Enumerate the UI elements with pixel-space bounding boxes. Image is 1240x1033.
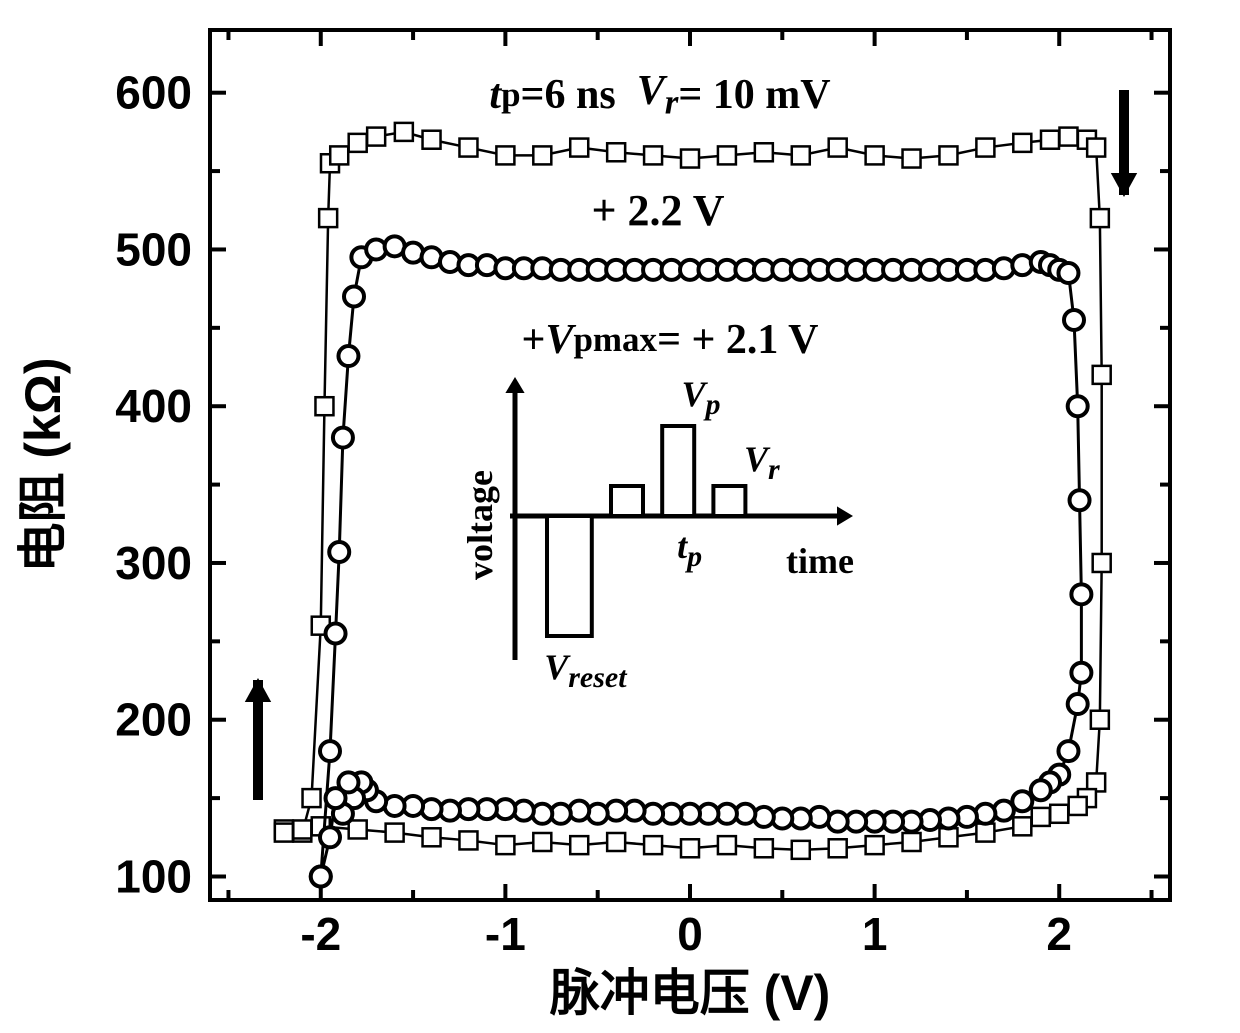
- inset-vreset: Vreset: [515, 643, 655, 699]
- svg-text:200: 200: [115, 694, 192, 746]
- svg-text:100: 100: [115, 850, 192, 902]
- inset-ylabel: voltage: [452, 455, 508, 595]
- y-axis-label: 电阻 (kΩ): [15, 357, 71, 572]
- svg-text:500: 500: [115, 223, 192, 275]
- svg-text:400: 400: [115, 380, 192, 432]
- svg-text:600: 600: [115, 67, 192, 119]
- annot-2p2: + 2.2 V: [548, 183, 768, 238]
- svg-text:-1: -1: [485, 908, 526, 960]
- svg-text:-2: -2: [300, 908, 341, 960]
- hysteresis-chart: -2 -1 0 1 2 100 200 300 400 500 600 脉冲电压 (V) 电阻 (kΩ)…: [0, 0, 1240, 1033]
- inset-vp: Vp: [631, 370, 771, 426]
- svg-text:0: 0: [677, 908, 703, 960]
- svg-text:1: 1: [862, 908, 888, 960]
- annot-top: tp=6 ns Vr = 10 mV: [380, 65, 940, 125]
- inset-vr: Vr: [692, 435, 832, 491]
- inset-xlabel: time: [750, 533, 890, 589]
- inset-tp: tp: [620, 522, 760, 578]
- annot-2p1: +Vpmax = + 2.1 V: [455, 310, 885, 370]
- x-axis-label: 脉冲电压 (V): [550, 965, 831, 1021]
- svg-text:2: 2: [1046, 908, 1072, 960]
- svg-text:300: 300: [115, 537, 192, 589]
